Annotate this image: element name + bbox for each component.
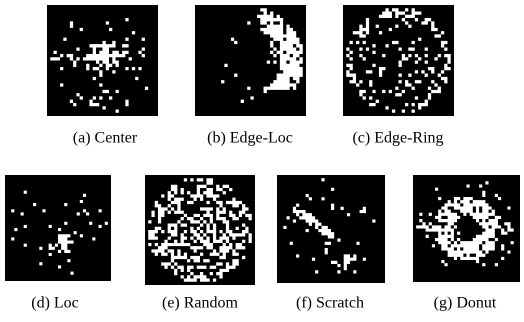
caption: (b) Edge-Loc — [207, 130, 293, 147]
caption: (c) Edge-Ring — [352, 130, 443, 147]
caption: (e) Random — [162, 295, 239, 312]
figure: (a) Center (b) Edge-Loc (c) Edge-Ring (d) L… — [0, 0, 524, 322]
caption: (g) Donut — [434, 295, 497, 312]
caption: (a) Center — [73, 130, 138, 147]
caption: (d) Loc — [31, 295, 79, 312]
caption: (f) Scratch — [296, 295, 364, 312]
